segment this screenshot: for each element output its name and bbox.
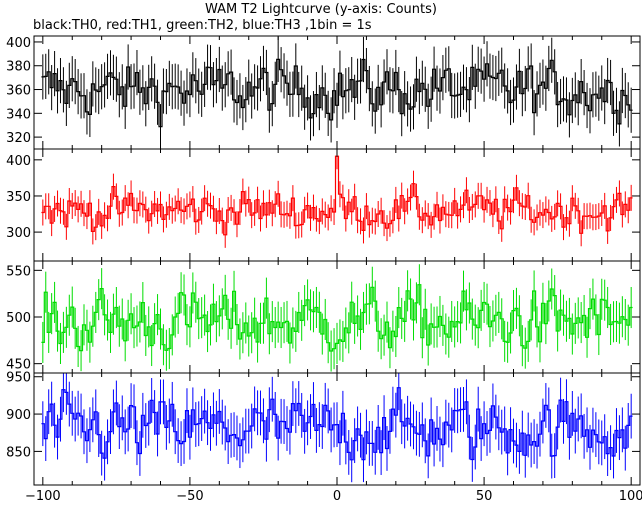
x-tick-label: 100: [619, 489, 642, 504]
panel-th1: 300 350 400: [6, 148, 641, 262]
series-th3: [41, 373, 633, 483]
y-tick-label: 320: [6, 131, 31, 146]
series-th2: [41, 264, 633, 372]
y-tick-label: 400: [6, 36, 31, 51]
panel-th3: 850 900 950: [6, 371, 641, 486]
panels-group: 320 340 360 380 400 300 350 400 450 500 550 850 900 9…: [6, 35, 641, 486]
y-tick-label: 900: [6, 408, 31, 423]
series-th0: [41, 36, 633, 149]
chart-title: WAM T2 Lightcurve (y-axis: Counts): [205, 2, 437, 17]
y-tick-label: 350: [6, 190, 31, 205]
y-tick-label: 300: [6, 226, 31, 241]
x-tick-label: −50: [176, 489, 203, 504]
series-line: [41, 58, 633, 128]
series-line: [41, 155, 633, 236]
x-tick-label: −100: [25, 489, 61, 504]
x-axis: −100 −50 0 50 100: [25, 489, 642, 504]
y-tick-label: 850: [6, 445, 31, 460]
y-tick-label: 500: [6, 311, 31, 326]
y-tick-label: 550: [6, 264, 31, 279]
series-line: [41, 387, 633, 461]
series-th1: [41, 149, 633, 248]
y-tick-label: 950: [6, 371, 31, 386]
x-tick-label: 50: [476, 489, 493, 504]
series-line: [41, 284, 633, 352]
y-tick-label: 450: [6, 358, 31, 373]
y-tick-label: 360: [6, 84, 31, 99]
y-tick-label: 400: [6, 154, 31, 169]
y-tick-label: 380: [6, 60, 31, 75]
panel-th0: 320 340 360 380 400: [6, 35, 641, 150]
chart-subtitle: black:TH0, red:TH1, green:TH2, blue:TH3 …: [33, 18, 372, 33]
panel-th2: 450 500 550: [6, 260, 641, 374]
y-tick-label: 340: [6, 107, 31, 122]
x-tick-label: 0: [333, 489, 341, 504]
